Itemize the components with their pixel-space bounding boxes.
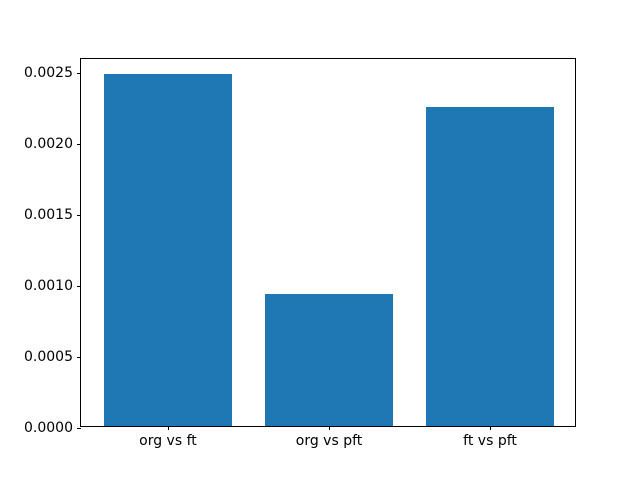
y-tick-mark <box>77 72 81 74</box>
y-tick-label: 0.0010 <box>24 278 73 295</box>
x-tick-label: org vs ft <box>139 433 197 449</box>
y-tick-label: 0.0015 <box>24 207 73 224</box>
bar-ft-vs-pft <box>425 106 555 426</box>
y-tick-mark <box>77 427 81 429</box>
bar-org-vs-ft <box>103 74 233 426</box>
plot-area: org vs ft org vs pft ft vs pft 0.0000 0.0005… <box>24 58 576 448</box>
x-tick-label: ft vs pft <box>463 433 517 449</box>
y-tick-label: 0.0005 <box>24 349 73 366</box>
bar-org-vs-pft <box>264 294 394 426</box>
x-tick-mark <box>490 426 492 430</box>
x-tick-label: org vs pft <box>295 433 363 449</box>
y-tick-mark <box>77 214 81 216</box>
y-tick-mark <box>77 356 81 358</box>
y-tick-label: 0.0000 <box>24 420 73 436</box>
x-tick-mark <box>329 426 330 430</box>
x-tick-mark <box>167 426 169 430</box>
y-tick-label: 0.0020 <box>24 136 73 153</box>
y-tick-label: 0.0025 <box>24 65 73 82</box>
y-tick-mark <box>77 143 81 145</box>
y-tick-mark <box>77 285 81 287</box>
